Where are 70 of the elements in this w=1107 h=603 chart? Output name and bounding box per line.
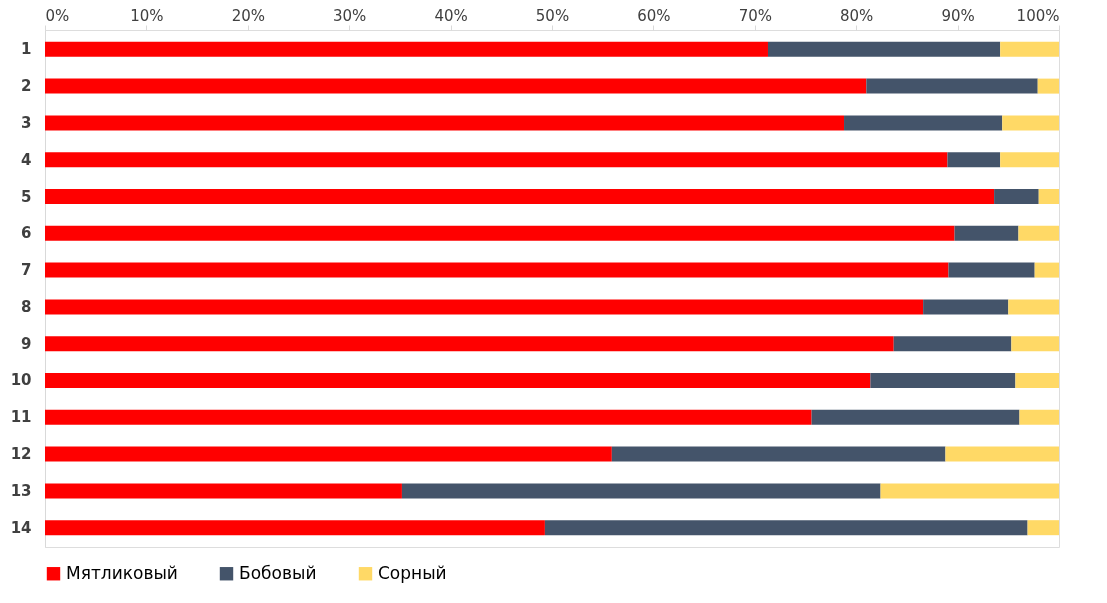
bar xyxy=(45,409,812,425)
bar xyxy=(923,299,1009,315)
bar xyxy=(401,483,881,499)
x-tick-label: 20% xyxy=(231,6,265,25)
bar xyxy=(1034,262,1059,278)
bar xyxy=(994,189,1039,205)
bar xyxy=(893,336,1012,352)
y-tick-label: 7 xyxy=(21,261,32,280)
bar xyxy=(544,520,1028,536)
y-tick-label: 10 xyxy=(10,371,32,390)
x-tick-label: 30% xyxy=(333,6,367,25)
bar xyxy=(1008,299,1059,315)
legend-label: Бобовый xyxy=(239,562,317,583)
x-tick-label: 10% xyxy=(130,6,164,25)
y-tick-label: 6 xyxy=(21,224,32,243)
y-tick-label: 11 xyxy=(10,408,32,427)
y-tick-label: 14 xyxy=(10,518,32,537)
bar xyxy=(45,299,924,315)
x-tick-label: 0% xyxy=(45,6,70,25)
x-tick-label: 70% xyxy=(738,6,772,25)
x-tick-label: 60% xyxy=(637,6,671,25)
bar xyxy=(1019,409,1059,425)
y-tick-label: 8 xyxy=(21,297,32,316)
bar xyxy=(1015,372,1059,388)
bar xyxy=(1000,41,1059,57)
bar xyxy=(954,225,1019,241)
bar xyxy=(611,446,946,462)
bar xyxy=(1027,520,1059,536)
y-tick-label: 1 xyxy=(21,40,32,59)
bar xyxy=(45,115,845,131)
y-tick-label: 4 xyxy=(21,150,32,169)
bar xyxy=(1038,189,1059,205)
bar xyxy=(767,41,1001,57)
x-tick-label: 50% xyxy=(535,6,570,25)
bar xyxy=(948,262,1035,278)
bar xyxy=(45,483,402,499)
bar xyxy=(45,262,949,278)
y-tick-label: 3 xyxy=(21,113,32,132)
bar xyxy=(45,189,995,205)
legend-label: Сорный xyxy=(378,562,447,583)
x-tick-label: 90% xyxy=(941,6,975,25)
y-tick-label: 13 xyxy=(10,481,32,500)
bar xyxy=(866,78,1038,94)
bar xyxy=(1002,115,1059,131)
y-tick-label: 5 xyxy=(21,187,32,206)
bar xyxy=(45,41,768,57)
bar xyxy=(1000,152,1059,168)
x-tick-label: 100% xyxy=(1016,6,1060,25)
bar xyxy=(1037,78,1059,94)
bar xyxy=(45,152,948,168)
bar xyxy=(844,115,1003,131)
bar xyxy=(880,483,1059,499)
y-tick-label: 12 xyxy=(10,445,32,464)
bar xyxy=(45,225,955,241)
legend-label: Мятликовый xyxy=(66,562,178,583)
y-tick-label: 2 xyxy=(21,77,32,96)
bar xyxy=(945,446,1059,462)
bar xyxy=(870,372,1016,388)
x-tick-label: 40% xyxy=(434,6,468,25)
bar xyxy=(45,78,867,94)
bar xyxy=(1018,225,1059,241)
bar xyxy=(45,520,545,536)
bar xyxy=(1011,336,1059,352)
x-tick-label: 80% xyxy=(840,6,874,25)
bar xyxy=(45,446,612,462)
bar xyxy=(947,152,1001,168)
bar xyxy=(45,372,871,388)
bar xyxy=(45,336,894,352)
bar xyxy=(811,409,1020,425)
y-tick-label: 9 xyxy=(21,334,32,353)
